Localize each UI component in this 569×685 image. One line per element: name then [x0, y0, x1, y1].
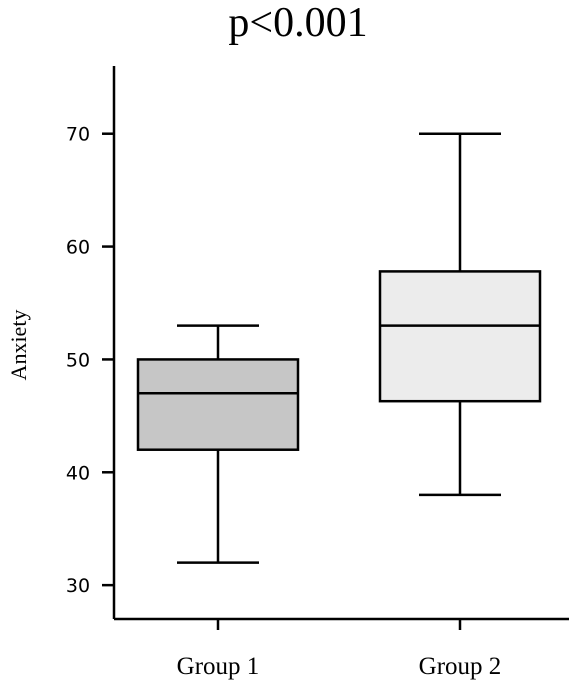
- x-ticks: Group 1 Group 2: [177, 619, 502, 680]
- boxes: [136, 132, 542, 564]
- chart-title: p<0.001: [228, 0, 367, 46]
- y-tick-label-70: 70: [66, 124, 90, 146]
- iqr-box-2: [378, 270, 542, 403]
- x-tick-label-2: Group 2: [419, 653, 502, 680]
- y-axis-label: Anxiety: [6, 310, 31, 381]
- y-tick-label-30: 30: [66, 575, 90, 597]
- box-group-1: [136, 324, 300, 564]
- y-tick-label-60: 60: [66, 237, 90, 259]
- iqr-box-1: [136, 358, 300, 451]
- y-tick-label-50: 50: [66, 349, 90, 371]
- box-group-2: [378, 132, 542, 497]
- x-tick-label-1: Group 1: [177, 653, 260, 680]
- y-tick-label-40: 40: [66, 462, 90, 484]
- y-ticks: 30 40 50 60 70: [66, 124, 114, 597]
